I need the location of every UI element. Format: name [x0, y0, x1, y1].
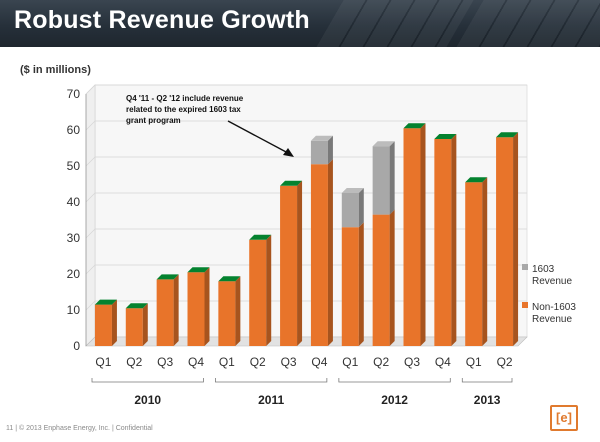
bar-non-1603: [218, 281, 236, 346]
annotation-text: grant program: [126, 116, 181, 125]
x-tick-label: Q2: [373, 355, 389, 369]
year-bracket: [215, 378, 328, 383]
bar-side: [111, 299, 117, 346]
year-label: 2013: [474, 393, 501, 407]
bar-non-1603: [310, 164, 328, 346]
y-tick-label: 70: [67, 87, 81, 101]
legend-label: Non-1603: [532, 302, 576, 313]
year-label: 2010: [134, 393, 161, 407]
x-tick-label: Q3: [157, 355, 173, 369]
bar-1603: [341, 193, 359, 228]
bar-non-1603: [156, 279, 174, 346]
bar-top: [372, 141, 395, 147]
bar-top: [94, 299, 117, 305]
bar-top: [465, 177, 488, 183]
header-banner: Robust Revenue Growth: [0, 0, 600, 47]
y-tick-label: 50: [67, 159, 81, 173]
bar-side: [204, 267, 210, 346]
bar-side: [358, 222, 364, 346]
bar-side: [266, 234, 272, 346]
bar-top: [310, 135, 333, 141]
bar-non-1603: [249, 239, 267, 346]
legend-label: 1603: [532, 264, 555, 275]
units-label: ($ in millions): [20, 64, 91, 76]
bar-1603: [372, 146, 390, 215]
bar-non-1603: [187, 272, 205, 346]
bar-side: [142, 303, 148, 346]
bar-top: [403, 123, 426, 129]
year-label: 2012: [381, 393, 408, 407]
x-tick-label: Q1: [342, 355, 358, 369]
annotation-arrowhead: [283, 148, 294, 157]
bar-non-1603: [434, 139, 452, 346]
legend-label: Revenue: [532, 314, 572, 325]
footer-text: 11 | © 2013 Enphase Energy, Inc. | Confi…: [6, 425, 153, 432]
plot-side-wall: [85, 84, 96, 347]
year-bracket: [461, 378, 513, 383]
x-tick-label: Q1: [95, 355, 111, 369]
legend-label: Revenue: [532, 276, 572, 287]
gridline: [85, 84, 527, 95]
y-tick-label: 60: [67, 123, 81, 137]
y-tick-label: 40: [67, 195, 81, 209]
x-tick-label: Q3: [404, 355, 420, 369]
bar-top: [125, 303, 148, 309]
bar-non-1603: [465, 182, 483, 346]
bar-1603: [310, 140, 328, 165]
enphase-logo: [e]: [550, 405, 578, 431]
x-tick-label: Q1: [219, 355, 235, 369]
x-tick-label: Q4: [188, 355, 204, 369]
bar-top: [187, 267, 210, 273]
bar-non-1603: [403, 128, 421, 346]
bar-non-1603: [496, 137, 514, 346]
annotation-text: Q4 '11 - Q2 '12 include revenue: [126, 94, 244, 103]
bar-side: [297, 180, 303, 346]
annotation-arrow: [227, 120, 289, 154]
year-bracket: [338, 378, 451, 383]
bar-side: [389, 141, 395, 215]
bar-side: [451, 134, 457, 346]
bar-top: [496, 132, 519, 138]
bar-top: [156, 274, 179, 280]
x-tick-label: Q3: [281, 355, 297, 369]
bar-non-1603: [280, 185, 298, 346]
bar-side: [173, 274, 179, 346]
legend-swatch: [522, 264, 528, 270]
bar-top: [218, 276, 241, 282]
bar-top: [280, 180, 303, 186]
bar-top: [341, 188, 364, 193]
x-tick-label: Q1: [466, 355, 482, 369]
annotation-text: related to the expired 1603 tax: [126, 105, 241, 114]
bar-side: [482, 177, 488, 346]
plot-floor: [85, 336, 528, 347]
bar-side: [235, 276, 241, 346]
bar-side: [420, 123, 426, 346]
bar-side: [513, 132, 519, 346]
legend-swatch: [522, 302, 528, 308]
bar-side: [358, 188, 364, 228]
bar-side: [327, 159, 333, 346]
x-tick-label: Q2: [497, 355, 513, 369]
bar-non-1603: [125, 308, 143, 346]
page-title: Robust Revenue Growth: [14, 6, 310, 34]
bar-top: [434, 134, 457, 139]
x-tick-label: Q4: [311, 355, 327, 369]
x-tick-label: Q2: [250, 355, 266, 369]
bar-non-1603: [341, 227, 359, 346]
bar-non-1603: [372, 214, 390, 346]
y-tick-label: 20: [67, 267, 81, 281]
bar-side: [389, 209, 395, 346]
x-tick-label: Q2: [126, 355, 142, 369]
y-tick-label: 10: [67, 303, 81, 317]
x-tick-label: Q4: [435, 355, 451, 369]
bar-non-1603: [94, 304, 112, 346]
bar-side: [327, 135, 333, 165]
y-tick-label: 0: [73, 339, 80, 353]
year-bracket: [91, 378, 204, 383]
y-tick-label: 30: [67, 231, 81, 245]
year-label: 2011: [258, 393, 284, 407]
bar-top: [249, 234, 272, 240]
gridline: [85, 120, 527, 131]
